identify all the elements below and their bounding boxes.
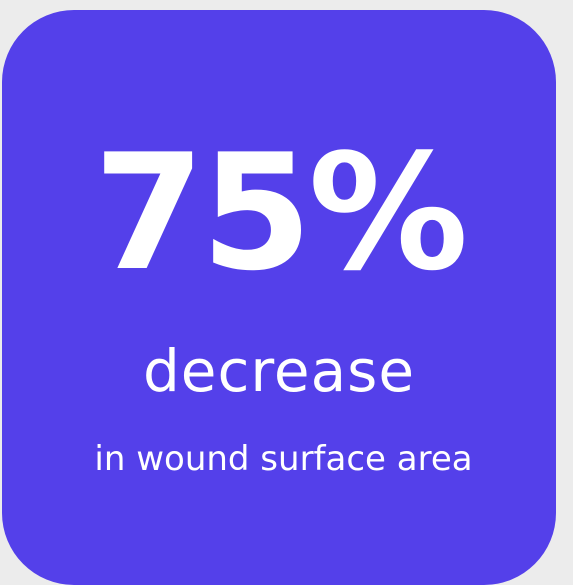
stat-caption: in wound surface area [94,439,473,479]
stat-label: decrease [142,337,416,405]
stat-value: 75% [93,119,469,306]
stat-card: 75% decrease in wound surface area [2,10,556,585]
